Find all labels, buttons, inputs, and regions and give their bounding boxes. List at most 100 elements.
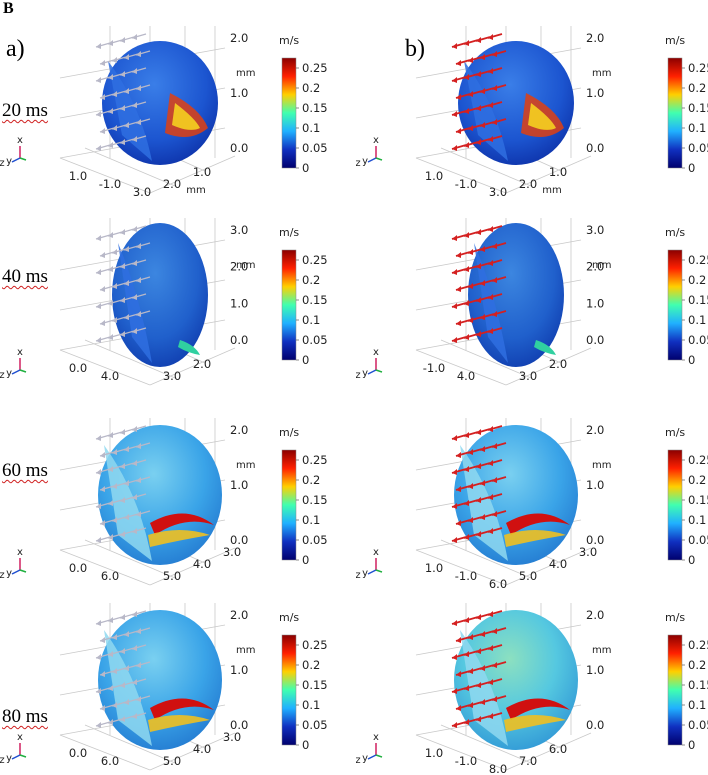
z-tick-label: 1.0: [586, 478, 604, 492]
panel-plot: 2.0 1.0 0.0 mm 1.0 -1.0 6.0 5.0 4.0 3.0 xyz m/s 0.25…: [356, 418, 708, 590]
z-tick-label: 3.0: [230, 223, 248, 237]
colorbar-tick-label: 0: [302, 161, 309, 175]
side-tick-label: 6.0: [549, 742, 567, 756]
panel-plot: 2.0 1.0 0.0 mm 1.0 -1.0 3.0 2.0 1.0 mm xyz m/s 0.25 0…: [0, 26, 328, 198]
triad-x-label: x: [373, 732, 379, 743]
front-tick-label: 6.0: [489, 577, 507, 590]
colorbar-tick-label: 0.2: [688, 81, 706, 95]
triad-x-label: x: [17, 135, 23, 146]
colorbar-unit: m/s: [279, 226, 299, 239]
axis-triad: xyz: [0, 732, 27, 766]
triad-y-label: y: [6, 568, 12, 579]
axis-triad: xyz: [356, 347, 383, 381]
z-tick-label: 0.0: [586, 141, 604, 155]
velocity-sphere: [112, 223, 208, 367]
panel-a-1: 2.0 1.0 0.0 mm 1.0 -1.0 3.0 2.0 1.0 mm x y z m/s 0.25 0…: [0, 8, 352, 198]
front-tick-label: 1.0: [425, 169, 443, 183]
colorbar-tick-label: 0.25: [302, 453, 328, 467]
colorbar-tick-label: 0.05: [302, 718, 328, 732]
velocity-sphere: [454, 610, 578, 750]
z-axis-unit: mm: [592, 645, 611, 656]
side-tick-label: 2.0: [519, 177, 537, 191]
front-tick-label: -1.0: [455, 569, 477, 583]
colorbar-unit: m/s: [665, 426, 685, 439]
axis-triad: xyz: [0, 547, 27, 581]
z-axis-unit: mm: [236, 645, 255, 656]
velocity-arrow-heads: [96, 34, 141, 151]
time-label-20ms: 20 ms: [2, 100, 48, 121]
panel-plot: 2.0 1.0 0.0 mm 1.0 -1.0 8.0 7.0 6.0 xyz m/s 0.25 0.2…: [356, 603, 708, 775]
colorbar-unit: m/s: [665, 226, 685, 239]
z-tick-label: 1.0: [230, 86, 248, 100]
velocity-sphere: [454, 425, 578, 565]
colorbar-tick-label: 0.1: [688, 121, 706, 135]
colorbar: [281, 449, 297, 561]
colorbar-tick-label: 0.15: [688, 678, 708, 692]
colorbar-tick-label: 0.05: [302, 141, 328, 155]
front-tick-label: 3.0: [133, 185, 151, 198]
colorbar-tick-label: 0.15: [302, 293, 328, 307]
triad-z-label: z: [0, 755, 5, 766]
colorbar: [281, 634, 297, 746]
colorbar: [281, 57, 297, 169]
colorbar-unit: m/s: [665, 34, 685, 47]
front-tick-label: -1.0: [455, 754, 477, 768]
velocity-arrow-heads: [452, 426, 497, 543]
front-tick-label: 8.0: [489, 762, 507, 775]
side-tick-label: 2.0: [193, 357, 211, 371]
z-tick-label: 2.0: [586, 31, 604, 45]
colorbar-tick-label: 0.25: [302, 638, 328, 652]
z-tick-label: 1.0: [230, 296, 248, 310]
front-tick-label: -1.0: [99, 177, 121, 191]
side-tick-label: 1.0: [549, 165, 567, 179]
velocity-arrow-heads: [452, 611, 497, 728]
colorbar-tick-label: 0: [302, 738, 309, 752]
panel-plot: 3.0 2.0 1.0 0.0 mm -1.0 4.0 3.0 2.0 xyz m/s 0.25 0.2…: [356, 218, 708, 386]
z-tick-label: 0.0: [230, 718, 248, 732]
front-tick-label: 4.0: [457, 369, 475, 383]
z-tick-label: 0.0: [230, 141, 248, 155]
colorbar-tick-label: 0.1: [302, 313, 320, 327]
colorbar-tick-label: 0.15: [302, 101, 328, 115]
colorbar-tick-label: 0.25: [688, 253, 708, 267]
column-label-a: a): [6, 36, 25, 62]
colorbar-tick-label: 0: [688, 738, 695, 752]
front-tick-label: 1.0: [69, 169, 87, 183]
z-tick-label: 1.0: [230, 663, 248, 677]
colorbar-tick-label: 0.2: [688, 658, 706, 672]
side-tick-label: 1.0: [193, 165, 211, 179]
axis-triad: xyz: [356, 732, 383, 766]
front-tick-label: 6.0: [101, 754, 119, 768]
z-tick-label: 2.0: [586, 608, 604, 622]
colorbar-tick-label: 0.2: [302, 658, 320, 672]
front-tick-label: 4.0: [101, 369, 119, 383]
panel-plot: 2.0 1.0 0.0 mm 0.0 6.0 5.0 4.0 3.0 xyz m/s 0.25 0.2 0…: [0, 418, 328, 586]
colorbar-tick-label: 0: [302, 553, 309, 567]
colorbar-unit: m/s: [279, 34, 299, 47]
axis-triad: xyz: [0, 347, 27, 381]
panel-plot: 2.0 1.0 0.0 mm 1.0 -1.0 3.0 2.0 1.0 mm xyz m/s 0.25 0…: [356, 26, 708, 198]
colorbar-unit: m/s: [279, 426, 299, 439]
z-tick-label: 0.0: [586, 533, 604, 547]
colorbar-tick-label: 0.05: [302, 333, 328, 347]
z-tick-label: 2.0: [230, 260, 248, 274]
triad-z-label: z: [0, 570, 5, 581]
colorbar-tick-label: 0.2: [688, 473, 706, 487]
side-tick-label: 5.0: [519, 569, 537, 583]
colorbar-tick-label: 0.15: [688, 101, 708, 115]
panel-b-3: 2.0 1.0 0.0 mm 1.0 -1.0 6.0 5.0 4.0 3.0 xyz m/s 0.25…: [356, 400, 708, 590]
colorbar-tick-label: 0.25: [302, 253, 328, 267]
velocity-sphere: [98, 425, 222, 565]
colorbar: [281, 249, 297, 361]
column-label-b: b): [405, 36, 425, 62]
time-label-80ms: 80 ms: [2, 706, 48, 727]
velocity-arrow-heads: [452, 226, 497, 343]
side-tick-label: 4.0: [193, 742, 211, 756]
side-tick-label: 4.0: [549, 557, 567, 571]
colorbar-tick-label: 0.2: [302, 473, 320, 487]
z-tick-label: 1.0: [586, 296, 604, 310]
colorbar: [667, 249, 683, 361]
colorbar-tick-label: 0.1: [688, 313, 706, 327]
front-tick-label: 1.0: [425, 561, 443, 575]
front-tick-label: 1.0: [425, 746, 443, 760]
